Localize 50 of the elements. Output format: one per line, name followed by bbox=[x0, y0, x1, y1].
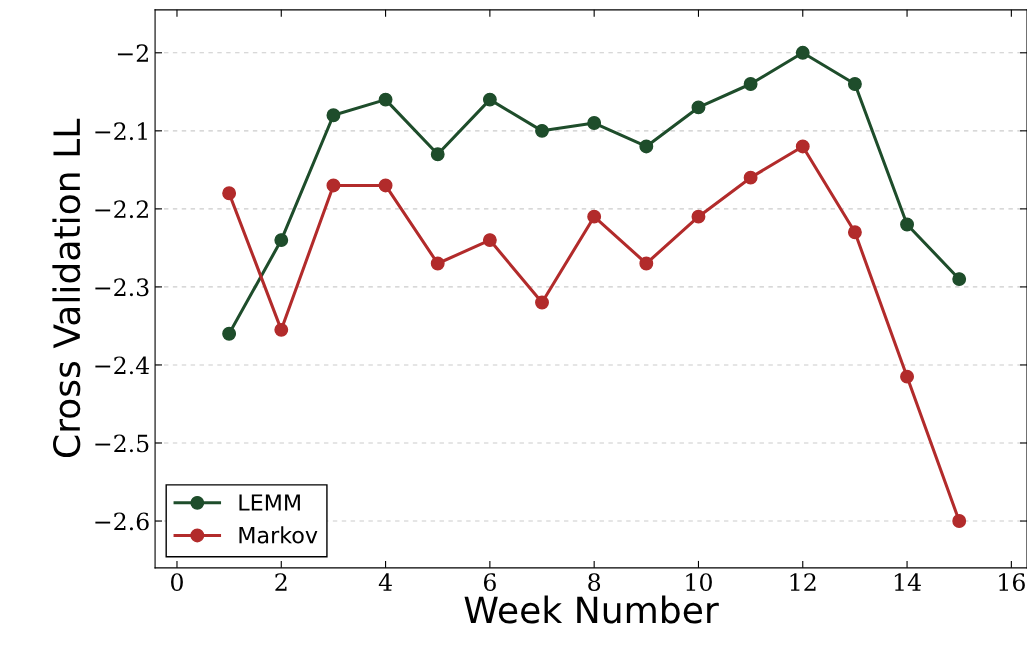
point bbox=[639, 256, 654, 271]
legend-label: Markov bbox=[239, 526, 318, 544]
x-tick-label: 6 bbox=[483, 573, 496, 591]
legend-label: LEMM bbox=[239, 494, 300, 511]
point bbox=[378, 92, 393, 107]
x-tick-label: 0 bbox=[171, 573, 183, 591]
point bbox=[222, 186, 237, 201]
point bbox=[326, 178, 341, 193]
point bbox=[743, 77, 758, 91]
y-tick-label: −2.6 bbox=[95, 512, 149, 531]
point bbox=[587, 116, 602, 130]
point bbox=[274, 233, 289, 248]
y-tick-label: −2.3 bbox=[95, 278, 149, 297]
point bbox=[639, 139, 654, 154]
point bbox=[795, 139, 810, 154]
x-axis-title: Week Number bbox=[464, 595, 719, 624]
x-tick-label: 16 bbox=[999, 573, 1025, 591]
y-tick-label: −2 bbox=[117, 44, 148, 62]
point bbox=[535, 295, 549, 310]
y-tick-label: −2.5 bbox=[95, 434, 149, 453]
point bbox=[900, 217, 915, 232]
x-tick-label: 2 bbox=[275, 573, 287, 591]
point bbox=[274, 322, 289, 337]
y-tick-label: −2.1 bbox=[95, 122, 147, 141]
x-tick-label: 8 bbox=[588, 573, 601, 591]
point bbox=[326, 108, 341, 123]
point bbox=[847, 77, 862, 91]
point bbox=[691, 209, 706, 224]
y-tick-label: −2.2 bbox=[95, 200, 148, 219]
point bbox=[743, 170, 758, 185]
point bbox=[430, 147, 445, 162]
y-axis-title: Cross Validation LL bbox=[52, 118, 81, 458]
x-tick-label: 10 bbox=[686, 573, 712, 591]
point bbox=[535, 123, 549, 138]
point bbox=[222, 326, 237, 341]
x-tick-label: 14 bbox=[894, 573, 921, 591]
point bbox=[378, 178, 393, 193]
point bbox=[952, 272, 967, 287]
point bbox=[587, 209, 602, 224]
point bbox=[795, 45, 810, 60]
x-tick-label: 4 bbox=[378, 573, 392, 591]
point bbox=[900, 369, 915, 384]
x-tick-label: 12 bbox=[790, 573, 816, 591]
point bbox=[482, 233, 497, 248]
y-tick-label: −2.4 bbox=[95, 356, 150, 375]
point bbox=[952, 514, 967, 528]
point bbox=[430, 256, 445, 271]
point bbox=[847, 225, 862, 240]
point bbox=[691, 100, 706, 115]
point bbox=[482, 92, 497, 107]
